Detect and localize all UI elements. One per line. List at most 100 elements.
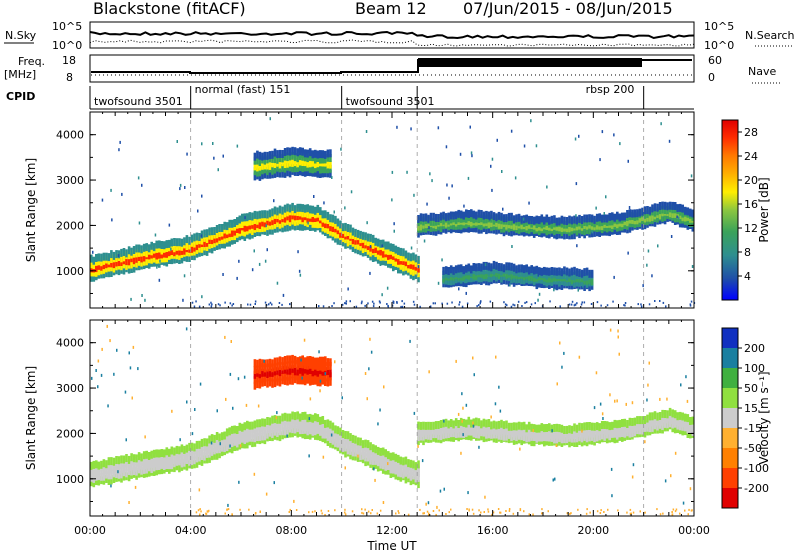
echo-cell [409,253,413,262]
noise-cell [128,501,130,504]
noise-cell [109,339,111,343]
echo-cell [459,214,463,223]
echo-cell [303,168,307,177]
noise-cell [617,335,619,339]
echo-cell [575,424,579,433]
echo-cell [452,221,455,230]
echo-cell [605,435,609,444]
noise-cell [689,487,692,491]
echo-cell [314,361,317,370]
echo-cell [573,423,576,432]
ground-cell [491,513,493,516]
echo-cell [563,431,566,440]
echo-cell [580,220,584,229]
velocity-colorbar-segment [722,328,738,348]
echo-cell [361,231,365,240]
noise-cell [138,221,141,225]
x-tick-label: 16:00 [477,524,509,537]
echo-cell [256,365,259,374]
echo-cell [575,227,579,236]
echo-cell [266,417,269,425]
noise-cell [609,393,611,397]
echo-cell [334,220,337,229]
echo-cell [236,430,239,439]
ground-cell [466,508,468,510]
echo-cell [381,257,385,266]
echo-cell [392,257,395,266]
noise-cell [664,479,667,483]
echo-cell [457,209,460,218]
echo-cell [329,435,332,443]
echo-cell [301,367,304,376]
echo-cell [102,270,106,279]
echo-cell [447,277,450,285]
echo-cell [170,456,174,465]
echo-cell [346,431,350,440]
echo-cell [127,257,131,266]
echo-cell [142,243,146,252]
echo-cell [666,420,669,429]
echo-cell [520,422,523,431]
echo-cell [326,226,330,234]
echo-cell [200,443,204,452]
echo-cell [540,220,544,229]
noise-cell [293,499,295,503]
echo-cell [613,226,617,235]
echo-cell [288,214,292,223]
ground-cell [624,304,626,307]
echo-cell [278,169,282,178]
echo-cell [641,426,644,435]
noise-cell [490,164,492,168]
echo-cell [145,257,148,266]
echo-cell [507,422,511,431]
ground-cell [665,305,667,308]
noise-cell [484,495,486,499]
noise-cell [301,376,303,380]
echo-cell [236,217,239,226]
noise-cell [413,411,416,415]
echo-cell [218,437,221,446]
echo-cell [621,212,624,221]
colorbar-tick-label: 200 [744,342,765,355]
echo-cell [626,210,629,218]
echo-cell [366,450,370,459]
echo-cell [444,276,448,285]
noise-cell [648,361,650,365]
noise-cell [625,402,627,406]
colorbar-tick-label: -50 [744,442,762,455]
echo-cell [583,272,586,281]
echo-cell [449,419,453,427]
echo-cell [220,443,224,452]
echo-cell [371,444,375,453]
noise-cell [423,239,426,243]
echo-cell [97,261,101,270]
echo-cell [565,217,569,225]
ground-cell [446,302,449,305]
echo-cell [462,211,466,220]
echo-cell [283,371,287,380]
echo-cell [598,218,601,227]
echo-cell [230,219,234,228]
echo-cell [188,442,191,451]
echo-cell [225,432,229,441]
echo-cell [548,267,551,276]
echo-cell [361,240,365,249]
echo-cell [306,372,309,381]
noise-cell [194,408,196,411]
echo-cell [648,412,652,421]
echo-cell [293,212,297,221]
echo-cell [356,246,360,255]
echo-cell [540,214,544,223]
echo-cell [354,452,357,461]
noise-cell [532,429,534,433]
echo-cell [326,378,330,387]
echo-cell [276,219,279,228]
echo-cell [658,418,662,427]
echo-cell [130,467,133,476]
echo-cell [268,358,272,367]
echo-cell [404,262,408,271]
echo-cell [308,159,312,168]
echo-cell [580,216,584,224]
echo-cell [324,215,327,224]
echo-cell [641,221,644,230]
